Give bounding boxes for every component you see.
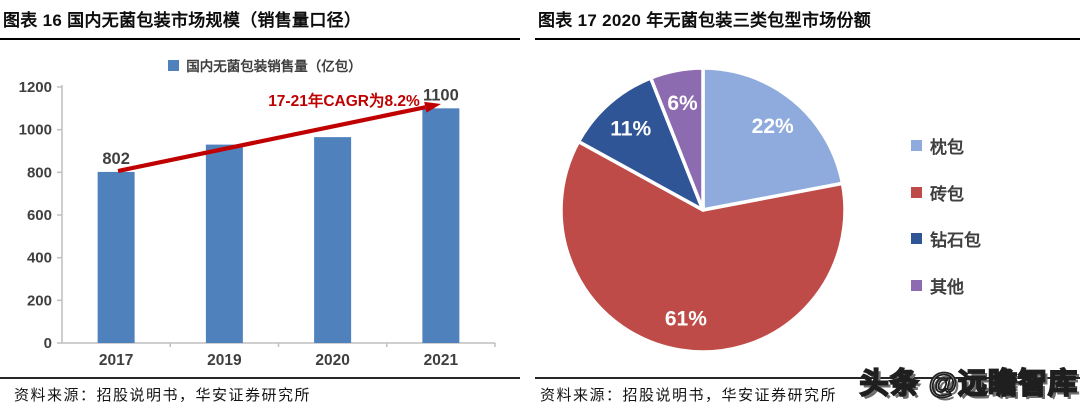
pie-legend-item-钻石包: 钻石包 [911, 228, 981, 251]
y-tick-label: 1200 [19, 79, 52, 96]
y-tick-label: 0 [44, 335, 52, 352]
source-left: 资料来源：招股说明书，华安证券研究所 [14, 386, 312, 404]
bar-2020 [314, 137, 352, 343]
cagr-arrow-head [424, 101, 441, 113]
pie-legend-item-其他: 其他 [911, 275, 964, 298]
pie-legend-label: 钻石包 [930, 231, 981, 251]
pie-legend-label: 其他 [930, 278, 964, 298]
pie-percent-label: 6% [667, 92, 698, 115]
pie-legend-marker-icon [911, 280, 922, 292]
cagr-annotation: 17-21年CAGR为8.2% [268, 91, 420, 110]
bar-legend-label: 国内无菌包装销售量（亿包） [186, 59, 362, 74]
pie-slice-枕包 [701, 66, 845, 212]
x-tick-label: 2021 [424, 352, 459, 369]
y-tick-label: 1000 [19, 122, 52, 139]
bar-chart-legend: 国内无菌包装销售量（亿包） [0, 55, 530, 75]
pie-percent-label: 22% [752, 115, 794, 138]
pie-legend-marker-icon [911, 233, 922, 245]
bar-legend-marker-icon [168, 59, 180, 71]
pie-slice-钻石包 [576, 76, 705, 212]
bar-value-label: 802 [102, 150, 130, 168]
figure17-title: 图表 17 2020 年无菌包装三类包型市场份额 [535, 4, 1080, 40]
bar-value-label: 1100 [423, 86, 459, 104]
pie-percent-label: 61% [665, 307, 707, 330]
bar-2017 [97, 171, 135, 343]
pie-legend-item-砖包: 砖包 [911, 182, 964, 204]
pie-chart: 22% 61% 11% 6% [559, 66, 847, 354]
source-right: 资料来源：招股说明书，华安证券研究所 [540, 386, 838, 404]
x-tick-label: 2020 [315, 352, 349, 369]
pie-legend-item-枕包: 枕包 [911, 135, 964, 157]
cagr-arrow-line [117, 105, 426, 174]
pie-legend-label: 枕包 [930, 138, 964, 157]
divider-right [535, 377, 1080, 379]
x-tick-label: 2017 [99, 352, 133, 369]
pie-chart-figure: 22% 61% 11% 6% 枕包砖包钻石包其他 [537, 40, 1080, 375]
bar-2021 [422, 108, 460, 343]
y-tick-label: 600 [27, 207, 52, 224]
watermark: 头条 @远瞻智库 [859, 367, 1078, 401]
bar-chart-figure: 国内无菌包装销售量（亿包） 0 200 400 600 800 1000 1200 802 20… [0, 40, 530, 375]
pie-slice-砖包 [559, 139, 847, 354]
bar-2019 [205, 144, 243, 343]
y-tick-label: 200 [27, 292, 52, 309]
y-tick-label: 800 [27, 164, 52, 181]
pie-percent-label: 11% [610, 117, 651, 140]
figure16-title: 图表 16 国内无菌包装市场规模（销售量口径） [0, 4, 520, 40]
bar-chart: 0 200 400 600 800 1000 1200 802 2017 2019 2020 1100… [19, 79, 496, 369]
pie-legend-label: 砖包 [930, 184, 964, 204]
y-tick-label: 400 [27, 250, 52, 267]
divider-left [0, 377, 520, 379]
pie-slice-其他 [648, 66, 705, 212]
pie-legend-marker-icon [911, 140, 922, 151]
x-tick-label: 2019 [207, 352, 242, 369]
pie-legend-marker-icon [911, 186, 922, 198]
